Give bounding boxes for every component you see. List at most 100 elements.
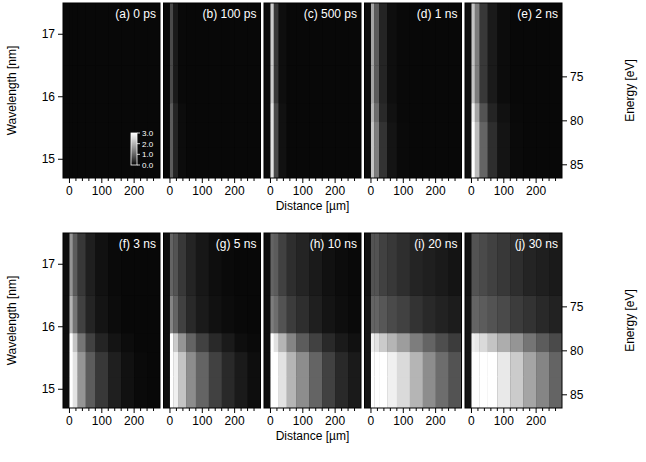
cell bbox=[410, 147, 423, 178]
cell bbox=[274, 66, 279, 104]
cell bbox=[309, 66, 322, 104]
cell bbox=[78, 233, 86, 296]
x-minor-tick bbox=[176, 408, 177, 411]
x-minor-tick bbox=[477, 408, 478, 411]
cell bbox=[86, 103, 96, 122]
x-tick bbox=[169, 408, 170, 413]
cell bbox=[264, 3, 271, 66]
cell bbox=[134, 296, 147, 334]
cell bbox=[287, 352, 297, 377]
cell bbox=[173, 3, 178, 66]
cell bbox=[475, 233, 480, 296]
cell bbox=[322, 333, 335, 352]
cell bbox=[449, 66, 462, 104]
cell bbox=[475, 3, 480, 66]
x-tick-label: 100 bbox=[293, 414, 313, 428]
cell bbox=[73, 103, 78, 122]
cell bbox=[73, 377, 78, 408]
x-tick-label: 0 bbox=[167, 184, 174, 198]
cell bbox=[95, 122, 108, 147]
cell bbox=[335, 103, 348, 122]
x-minor-tick bbox=[549, 178, 550, 181]
colorbar-tick bbox=[137, 143, 140, 144]
cell bbox=[475, 377, 480, 408]
cell bbox=[178, 66, 186, 104]
cell bbox=[248, 352, 261, 377]
panel: (i) 20 ns0100200 bbox=[365, 233, 462, 428]
cell bbox=[164, 3, 171, 66]
cell bbox=[279, 377, 287, 408]
x-minor-tick bbox=[147, 178, 148, 181]
cell bbox=[387, 66, 397, 104]
cell bbox=[270, 352, 274, 377]
x-tick bbox=[471, 178, 472, 183]
panel: (f) 3 ns0100200151617Wavelength [nm] bbox=[5, 233, 160, 428]
x-tick bbox=[503, 408, 504, 413]
cell bbox=[270, 3, 274, 66]
cell bbox=[436, 333, 449, 352]
cell bbox=[173, 103, 178, 122]
cell bbox=[121, 296, 134, 334]
frame bbox=[365, 3, 462, 178]
y2-axis-title: Energy [eV] bbox=[623, 59, 637, 122]
x-tick bbox=[101, 408, 102, 413]
cell bbox=[248, 122, 261, 147]
cells bbox=[164, 3, 261, 178]
cells bbox=[365, 3, 462, 178]
cell bbox=[63, 122, 70, 147]
cell bbox=[287, 66, 297, 104]
panel-title: (i) 20 ns bbox=[414, 237, 457, 251]
x-minor-tick bbox=[309, 408, 310, 411]
panel: (e) 2 ns0100200758085Energy [eV] bbox=[465, 3, 637, 198]
cell bbox=[348, 296, 361, 334]
cell bbox=[322, 296, 335, 334]
cell bbox=[134, 377, 147, 408]
cell bbox=[170, 296, 174, 334]
cell bbox=[365, 296, 372, 334]
cell bbox=[497, 352, 510, 377]
x-minor-tick bbox=[309, 178, 310, 181]
cell bbox=[480, 66, 488, 104]
x-tick bbox=[435, 178, 436, 183]
figure: (a) 0 ps0100200151617Wavelength [nm]0.01… bbox=[0, 0, 646, 462]
cell bbox=[423, 147, 436, 178]
x-minor-tick bbox=[490, 408, 491, 411]
cell bbox=[410, 122, 423, 147]
panel: (a) 0 ps0100200151617Wavelength [nm]0.01… bbox=[5, 3, 160, 198]
cell bbox=[69, 377, 73, 408]
x-minor-tick bbox=[448, 178, 449, 181]
cell bbox=[410, 66, 423, 104]
cell bbox=[436, 296, 449, 334]
x-minor-tick bbox=[75, 408, 76, 411]
cell bbox=[335, 122, 348, 147]
x-minor-tick bbox=[114, 408, 115, 411]
x-minor-tick bbox=[484, 178, 485, 181]
cell bbox=[86, 3, 96, 66]
x-minor-tick bbox=[208, 408, 209, 411]
cell bbox=[178, 352, 186, 377]
cell bbox=[410, 352, 423, 377]
cell bbox=[480, 377, 488, 408]
y2-tick bbox=[562, 76, 567, 77]
cell bbox=[523, 147, 536, 178]
cell bbox=[549, 352, 562, 377]
x-minor-tick bbox=[383, 178, 384, 181]
cell bbox=[209, 66, 222, 104]
cell bbox=[296, 122, 309, 147]
cells bbox=[465, 233, 562, 408]
cell bbox=[549, 122, 562, 147]
cell bbox=[465, 147, 472, 178]
cell bbox=[164, 233, 171, 296]
x-minor-tick bbox=[95, 178, 96, 181]
panel-title: (c) 500 ps bbox=[304, 7, 357, 21]
cell bbox=[274, 352, 279, 377]
cell bbox=[374, 66, 379, 104]
cell bbox=[387, 296, 397, 334]
cell bbox=[488, 147, 498, 178]
x-minor-tick bbox=[221, 408, 222, 411]
cell bbox=[488, 333, 498, 352]
x-minor-tick bbox=[429, 178, 430, 181]
cell bbox=[465, 103, 472, 122]
x-minor-tick bbox=[396, 178, 397, 181]
cell bbox=[248, 103, 261, 122]
